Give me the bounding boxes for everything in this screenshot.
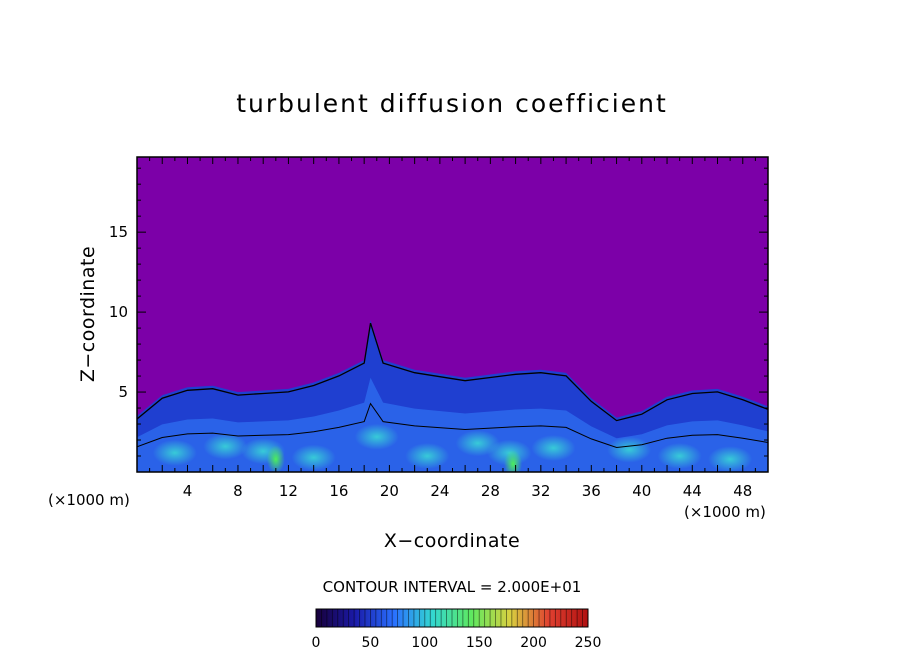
contour-line-outer [137, 322, 768, 422]
x-tick-label: 48 [733, 482, 752, 500]
hotspot-3 [291, 444, 336, 471]
x-axis-label: X−coordinate [384, 530, 520, 552]
hotspot-8 [531, 435, 576, 462]
hotspot-1 [203, 433, 248, 460]
x-tick-label: 44 [683, 482, 702, 500]
hotspot-0 [152, 439, 197, 466]
colorbar: 0 50 100 150 200 250 [312, 608, 602, 651]
colorbar-tick-label: 50 [361, 635, 379, 651]
colorbar-ticks: 0 50 100 150 200 250 [312, 635, 602, 651]
hotspot-11 [708, 446, 753, 472]
hotspot-green-1 [504, 450, 523, 472]
x-tick-label: 12 [279, 482, 298, 500]
colorbar-frame [315, 608, 589, 628]
y-tick-label: 10 [109, 303, 128, 321]
hotspot-green-0 [266, 445, 285, 472]
colorbar-tick-label: 0 [312, 635, 321, 651]
colorbar-tick-label: 200 [520, 635, 547, 651]
y-tick-label: 15 [109, 223, 128, 241]
x-tick-label: 24 [430, 482, 449, 500]
y-axis-ticks: 5 10 15 [109, 167, 768, 457]
x-axis-ticks: 4 8 12 16 20 24 28 32 36 40 44 48 [149, 157, 756, 500]
y-axis-unit: (×1000 m) [48, 491, 130, 509]
colorbar-stripes [321, 609, 583, 627]
colorbar-tick-label: 100 [411, 635, 438, 651]
high-diffusion-spots [152, 423, 753, 472]
hotspot-5 [405, 443, 450, 470]
x-tick-label: 36 [582, 482, 601, 500]
x-tick-label: 32 [531, 482, 550, 500]
hotspot-9 [607, 436, 652, 463]
colorbar-tick-label: 150 [466, 635, 493, 651]
hotspot-4 [354, 423, 399, 450]
contour-interval-label: CONTOUR INTERVAL = 2.000E+01 [323, 578, 582, 596]
y-tick-label: 5 [118, 383, 128, 401]
x-tick-label: 16 [329, 482, 348, 500]
y-axis-label: Z−coordinate [77, 246, 99, 382]
contour-line-inner [137, 402, 768, 449]
hotspot-10 [657, 443, 702, 470]
field-layer [137, 320, 768, 472]
chart-title: turbulent diffusion coefficient [236, 89, 668, 118]
x-tick-label: 4 [183, 482, 193, 500]
x-tick-label: 20 [380, 482, 399, 500]
x-tick-label: 40 [632, 482, 651, 500]
x-tick-label: 28 [481, 482, 500, 500]
colorbar-tick-label: 250 [575, 635, 602, 651]
x-axis-unit: (×1000 m) [684, 503, 766, 521]
x-tick-label: 8 [233, 482, 243, 500]
